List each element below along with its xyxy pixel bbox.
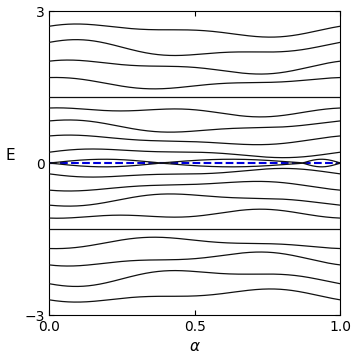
X-axis label: $\alpha$: $\alpha$	[189, 339, 201, 355]
Y-axis label: E: E	[6, 148, 15, 163]
